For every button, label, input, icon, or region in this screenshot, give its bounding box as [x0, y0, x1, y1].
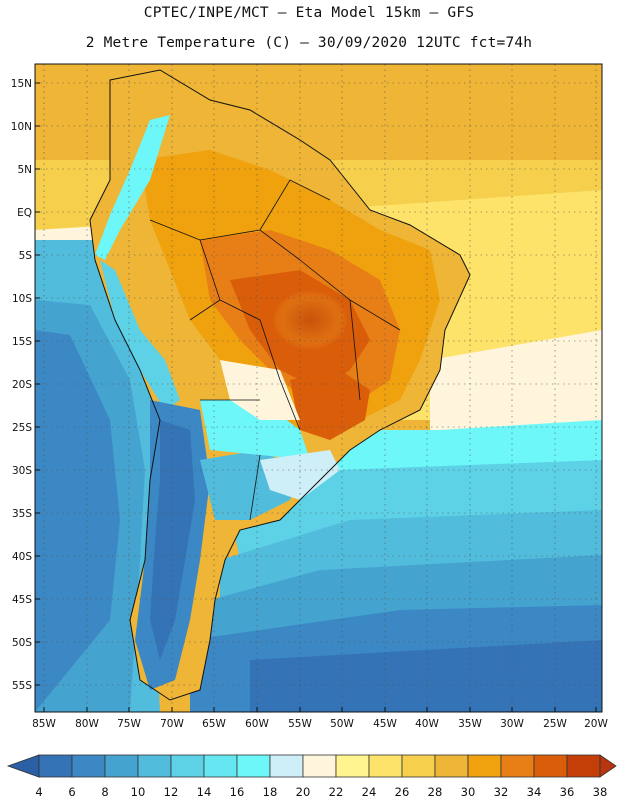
colorbar-swatch [236, 754, 271, 778]
colorbar-arrow-low [6, 754, 40, 778]
lon-label: 45W [373, 718, 397, 730]
colorbar-swatch [302, 754, 337, 778]
lon-label: 30W [500, 718, 524, 730]
colorbar-swatch [203, 754, 238, 778]
lon-label: 80W [75, 718, 99, 730]
map-grid [35, 64, 602, 712]
lat-label: 10N [11, 121, 32, 133]
map-title-line1: CPTEC/INPE/MCT – Eta Model 15km – GFS [143, 5, 475, 21]
lat-label: 30S [12, 465, 32, 477]
lon-label: 25W [543, 718, 567, 730]
colorbar-label: 8 [101, 785, 108, 799]
colorbar-label: 4 [35, 785, 42, 799]
colorbar-swatch [170, 754, 205, 778]
map-frame [34, 63, 603, 713]
lat-label: 50S [12, 637, 32, 649]
colorbar-label: 26 [395, 785, 410, 799]
colorbar-label: 22 [329, 785, 344, 799]
lat-label: 25S [12, 422, 32, 434]
lon-label: 70W [160, 718, 184, 730]
lon-label: 85W [32, 718, 56, 730]
lat-label: 10S [12, 293, 32, 305]
colorbar-label: 14 [197, 785, 212, 799]
colorbar-swatch [566, 754, 601, 778]
lat-label: 40S [12, 551, 32, 563]
colorbar-label: 6 [68, 785, 75, 799]
lat-label: 15N [11, 78, 32, 90]
colorbar-swatch [104, 754, 139, 778]
lat-label: 15S [12, 336, 32, 348]
colorbar-label: 10 [131, 785, 146, 799]
lon-label: 65W [202, 718, 226, 730]
colorbar-label: 34 [527, 785, 542, 799]
map-field [35, 64, 602, 712]
colorbar-label: 30 [461, 785, 476, 799]
lon-label: 50W [330, 718, 354, 730]
colorbar-label: 12 [164, 785, 179, 799]
colorbar-swatch [335, 754, 370, 778]
colorbar-swatch [401, 754, 436, 778]
latitude-labels: 15N 10N 5N EQ 5S 10S 15S 20S 25S 30S 35S… [11, 78, 33, 692]
colorbar [6, 754, 617, 778]
colorbar-label: 20 [296, 785, 311, 799]
colorbar-label: 18 [263, 785, 278, 799]
lon-label: 35W [458, 718, 482, 730]
colorbar-swatch [71, 754, 106, 778]
colorbar-swatch [467, 754, 502, 778]
lat-label: 35S [12, 508, 32, 520]
colorbar-label: 24 [362, 785, 377, 799]
colorbar-label: 28 [428, 785, 443, 799]
colorbar-swatch [269, 754, 304, 778]
colorbar-labels: 4 6 8 10 12 14 16 18 20 22 24 26 28 30 3… [35, 785, 607, 799]
lon-label: 75W [117, 718, 141, 730]
lat-label: 5N [17, 164, 32, 176]
lon-label: 60W [245, 718, 269, 730]
colorbar-label: 38 [593, 785, 608, 799]
colorbar-swatch [434, 754, 469, 778]
lat-label: 5S [19, 250, 33, 262]
colorbar-swatch [38, 754, 73, 778]
lat-label: 20S [12, 379, 32, 391]
lat-label: 45S [12, 594, 32, 606]
colorbar-swatch [533, 754, 568, 778]
lon-label: 55W [288, 718, 312, 730]
colorbar-label: 32 [494, 785, 509, 799]
map-title-line2: 2 Metre Temperature (C) – 30/09/2020 12U… [85, 35, 533, 51]
lon-label: 40W [415, 718, 439, 730]
longitude-labels: 85W 80W 75W 70W 65W 60W 55W 50W 45W 40W … [32, 718, 608, 730]
lon-label: 20W [584, 718, 608, 730]
colorbar-label: 16 [230, 785, 245, 799]
colorbar-swatch [137, 754, 172, 778]
colorbar-swatch [500, 754, 535, 778]
colorbar-arrow-high [599, 754, 617, 778]
colorbar-swatch [368, 754, 403, 778]
colorbar-label: 36 [560, 785, 575, 799]
lat-label: 55S [12, 680, 32, 692]
lat-label: EQ [17, 207, 32, 219]
